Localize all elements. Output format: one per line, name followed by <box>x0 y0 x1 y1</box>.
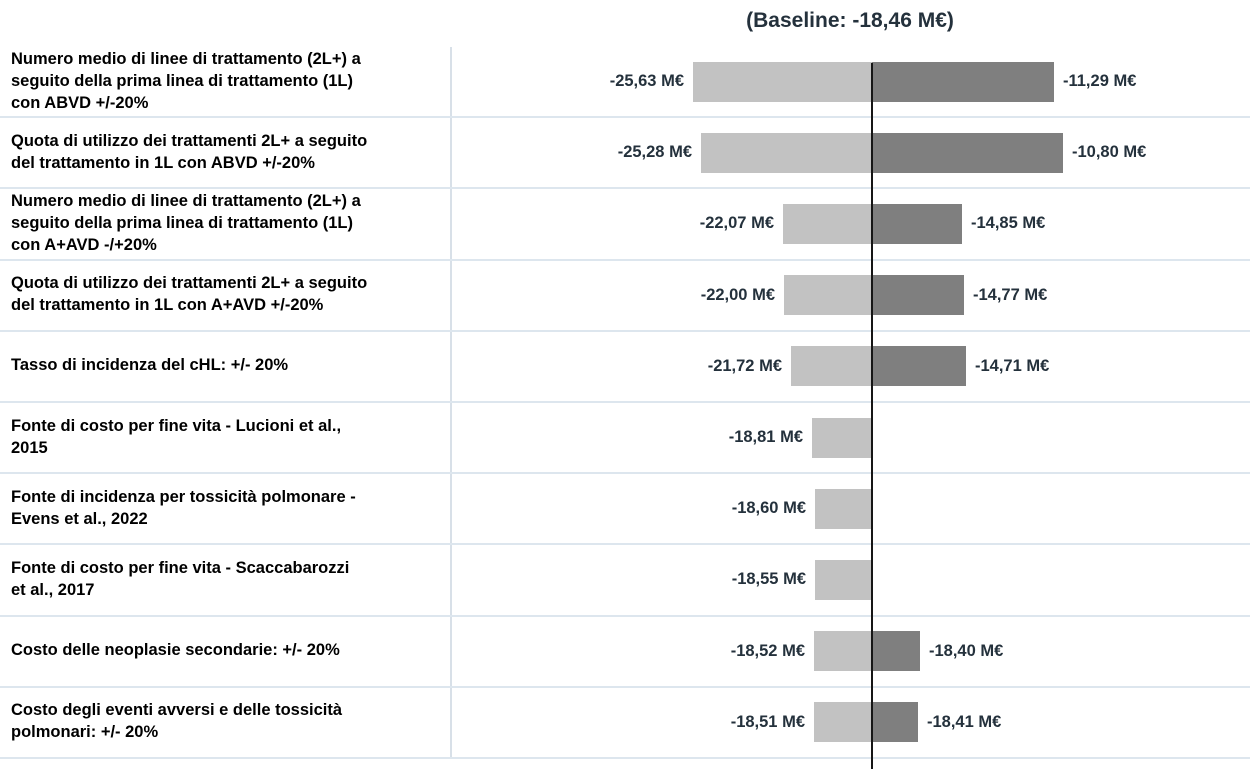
baseline-axis-line <box>871 63 873 769</box>
low-bar <box>701 132 872 173</box>
low-value-label: -25,28 M€ <box>617 143 692 162</box>
low-bar <box>814 631 872 672</box>
low-bar <box>791 346 872 387</box>
low-value-label: -25,63 M€ <box>609 72 684 91</box>
chart-rows: Numero medio di linee di trattamento (2L… <box>0 47 1250 759</box>
high-value-label: -14,71 M€ <box>975 356 1050 375</box>
chart-row: Numero medio di linee di trattamento (2L… <box>0 189 1250 261</box>
high-value-label: -10,80 M€ <box>1072 143 1147 162</box>
high-value-label: -14,77 M€ <box>973 285 1048 304</box>
high-bar <box>872 631 920 672</box>
category-label: Numero medio di linee di trattamento (2L… <box>11 192 361 254</box>
low-value-label: -18,81 M€ <box>728 428 803 447</box>
category-label: Costo degli eventi avversi e delle tossi… <box>11 701 343 742</box>
high-value-label: -11,29 M€ <box>1063 72 1137 91</box>
high-value-label: -14,85 M€ <box>971 214 1046 233</box>
low-value-label: -18,52 M€ <box>730 641 805 660</box>
low-value-label: -21,72 M€ <box>707 356 782 375</box>
low-value-label: -18,55 M€ <box>731 570 806 589</box>
category-label: Fonte di costo per fine vita - Lucioni e… <box>11 416 342 457</box>
low-bar <box>814 702 872 743</box>
low-bar <box>784 275 872 316</box>
chart-title: (Baseline: -18,46 M€) <box>746 9 954 32</box>
category-label: Fonte di costo per fine vita - Scaccabar… <box>11 558 350 599</box>
low-bar <box>815 488 872 529</box>
chart-row: Quota di utilizzo dei trattamenti 2L+ a … <box>0 118 1250 190</box>
chart-row: Tasso di incidenza del cHL: +/- 20% -21,… <box>0 332 1250 403</box>
low-value-label: -22,07 M€ <box>699 214 774 233</box>
low-value-label: -18,60 M€ <box>731 499 806 518</box>
high-value-label: -18,41 M€ <box>927 712 1002 731</box>
low-bar <box>783 203 872 244</box>
chart-row: Fonte di costo per fine vita - Scaccabar… <box>0 545 1250 617</box>
high-bar <box>872 132 1063 173</box>
high-bar <box>872 61 1054 102</box>
chart-row: Numero medio di linee di trattamento (2L… <box>0 47 1250 119</box>
category-label: Tasso di incidenza del cHL: +/- 20% <box>11 356 289 375</box>
chart-row: Fonte di costo per fine vita - Lucioni e… <box>0 403 1250 475</box>
chart-row: Quota di utilizzo dei trattamenti 2L+ a … <box>0 261 1250 332</box>
high-bar <box>872 275 964 316</box>
low-bar <box>812 417 872 458</box>
category-label: Quota di utilizzo dei trattamenti 2L+ a … <box>11 131 368 172</box>
high-bar <box>872 203 962 244</box>
low-value-label: -18,51 M€ <box>730 712 805 731</box>
high-bar <box>872 346 966 387</box>
chart-row: Fonte di incidenza per tossicità polmona… <box>0 474 1250 546</box>
high-bar <box>872 702 918 743</box>
category-label: Quota di utilizzo dei trattamenti 2L+ a … <box>11 274 368 315</box>
high-value-label: -18,40 M€ <box>929 641 1004 660</box>
label-plot-divider-line <box>450 47 452 759</box>
low-bar <box>815 559 872 600</box>
chart-row: Costo degli eventi avversi e delle tossi… <box>0 688 1250 759</box>
category-label: Numero medio di linee di trattamento (2L… <box>11 49 361 112</box>
low-value-label: -22,00 M€ <box>700 285 775 304</box>
category-label: Fonte di incidenza per tossicità polmona… <box>11 487 356 528</box>
low-bar <box>693 61 872 102</box>
category-label: Costo delle neoplasie secondarie: +/- 20… <box>11 641 340 660</box>
chart-row: Costo delle neoplasie secondarie: +/- 20… <box>0 617 1250 688</box>
